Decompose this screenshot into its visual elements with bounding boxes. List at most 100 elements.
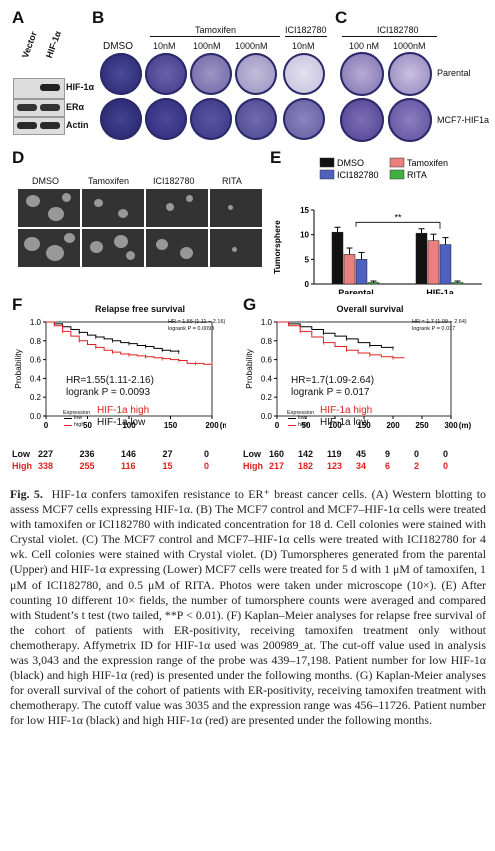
ici-header-b: ICI182780 (285, 25, 327, 35)
km-ytick-label: 0.0 (30, 412, 42, 421)
panel-g-inset-hr: HR = 1.7 (1.09 − 2.64) (412, 319, 467, 325)
panel-f-label-high: HIF-1a high (97, 405, 150, 416)
panel-f-row-low-label: Low (12, 449, 30, 459)
tamoxifen-header: Tamoxifen (195, 25, 237, 35)
km-xtick-label: 0 (275, 421, 280, 430)
dish-b-top-dmso (100, 53, 142, 95)
dish-b-bottom-dmso (100, 98, 142, 140)
e-ylabel: Tumorsphere (272, 220, 282, 274)
ici-bracket-b (285, 36, 327, 37)
tamoxifen-bracket (150, 36, 280, 37)
km-ytick-label: 0.4 (30, 374, 42, 383)
panel-f-legend-low-line (64, 418, 72, 419)
col-d-ici: ICI182780 (153, 176, 195, 186)
dish-b-top-ici (283, 53, 325, 95)
micro-d-bottom-tam (82, 229, 144, 267)
col-d-tamoxifen: Tamoxifen (88, 176, 130, 186)
e-legend-swatch (319, 169, 335, 180)
panel-f-inset-hr: HR = 1.55 (1.11 − 2.16) (168, 319, 226, 325)
e-significance-mark: ** (394, 212, 402, 222)
dish-b-top-1000nm (235, 53, 277, 95)
caption-label: Fig. 5. (10, 487, 43, 501)
km-ylabel: Probability (13, 348, 23, 388)
risk-high-cell: 0 (204, 461, 210, 471)
panel-c-letter: C (335, 8, 348, 27)
km-ytick-label: 1.0 (30, 318, 42, 327)
row-c-parental: Parental (437, 68, 471, 78)
panel-g-label-low: HIF-1a low (320, 417, 369, 428)
risk-high-cell: 15 (162, 461, 173, 471)
dish-c-parental-100 (340, 52, 384, 96)
e-category-label: Parental (338, 288, 374, 294)
km-ytick-label: 1.0 (261, 318, 273, 327)
e-bar (451, 282, 464, 285)
dish-b-top-10nm (145, 53, 187, 95)
panel-g-p: logrank P = 0.017 (291, 387, 370, 398)
dish-b-bottom-1000nm (235, 98, 277, 140)
blot-hif (13, 78, 65, 99)
blot-er (13, 99, 65, 117)
panel-g-letter: G (243, 295, 257, 314)
col-d-dmso: DMSO (32, 176, 59, 186)
risk-low-cell: 0 (414, 449, 420, 459)
risk-low-cell: 27 (162, 449, 173, 459)
risk-low-cell: 142 (298, 449, 314, 459)
caption-text: HIF-1α confers tamoxifen resistance to E… (10, 487, 486, 728)
panel-g-row-high-label: High (243, 461, 263, 471)
km-xtick-label: 200 (205, 421, 219, 430)
band-label-er: ERα (66, 102, 85, 112)
km-x-unit: (m) (459, 421, 472, 430)
km-xtick-label: 100 (328, 421, 342, 430)
row-c-hif: MCF7-HIF1a (437, 115, 490, 125)
panel-f-legend-high: high (74, 422, 85, 428)
risk-high-cell: 255 (79, 461, 95, 471)
km-ytick-label: 0.8 (261, 337, 273, 346)
e-bar (415, 232, 428, 285)
e-ytick-label: 10 (300, 231, 309, 240)
dish-b-bottom-10nm (145, 98, 187, 140)
km-xtick-label: 200 (386, 421, 400, 430)
relapse-free-survival-chart: 0.0 0.2 0.4 0.6 0.8 1.0 0 50 100 150 200(m) Probabi… (13, 318, 226, 430)
risk-high-cell: 123 (327, 461, 343, 471)
km-xtick-label: 0 (44, 421, 49, 430)
micro-d-bottom-ici (146, 229, 208, 267)
risk-high-cell: 182 (298, 461, 314, 471)
col-d-rita: RITA (222, 176, 242, 186)
km-xtick-label: 150 (357, 421, 371, 430)
panel-f-legend-high-line (64, 425, 72, 426)
e-legend-label: Tamoxifen (407, 158, 448, 168)
panel-f-title: Relapse free survival (94, 304, 186, 314)
dish-c-hif-100 (340, 98, 384, 142)
km-ytick-label: 0.2 (261, 393, 273, 402)
panel-b-letter: B (92, 8, 105, 27)
panel-d-letter: D (12, 148, 25, 167)
e-bar (439, 244, 452, 285)
panel-f-row-high-label: High (12, 461, 32, 471)
micro-d-top-ici (146, 189, 208, 227)
km-xtick-label: 50 (302, 421, 311, 430)
ici-bracket-c (342, 36, 437, 37)
panel-g-hr: HR=1.7(1.09-2.64) (291, 375, 375, 386)
panel-g-legend-title: Expression (287, 410, 315, 416)
e-ytick-label: 0 (305, 280, 310, 289)
micro-d-top-rita (210, 189, 262, 227)
dish-b-bottom-ici (283, 98, 325, 140)
tumorsphere-chart: 0 5 10 15 Tumorsphere DMSO Tamoxifen ICI182780 R… (272, 157, 482, 294)
lane-label-vector: Vector (20, 30, 39, 60)
panel-f-legend-title: Expression (63, 410, 91, 416)
e-legend-label: ICI182780 (337, 170, 379, 180)
ici-header-c: ICI182780 (377, 25, 419, 35)
panel-f-hr: HR=1.55(1.11-2.16) (66, 375, 154, 386)
risk-low-cell: 227 (38, 449, 54, 459)
km-xtick-label: 50 (83, 421, 92, 430)
e-legend-swatch (389, 157, 405, 168)
col-c-1000nm: 1000nM (393, 41, 426, 51)
risk-high-cell: 34 (356, 461, 367, 471)
e-ytick-label: 15 (300, 206, 309, 215)
panel-a-letter: A (12, 8, 25, 27)
km-xtick-label: 300 (444, 421, 458, 430)
col-ici-10nm: 10nM (292, 41, 315, 51)
km-xtick-label: 100 (122, 421, 136, 430)
col-c-100nm: 100 nM (349, 41, 380, 51)
col-10nm: 10nM (153, 41, 176, 51)
